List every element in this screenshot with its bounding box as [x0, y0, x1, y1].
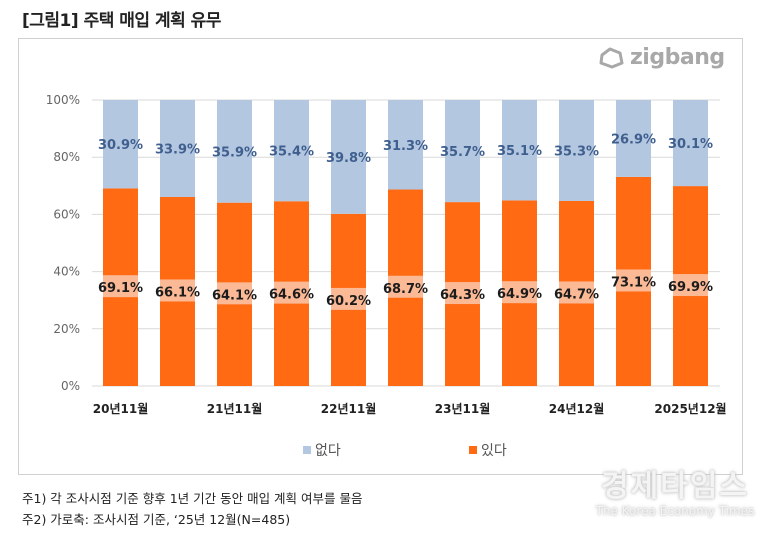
data-label-yes: 64.3%	[440, 288, 485, 303]
bar-none	[445, 100, 480, 203]
zigbang-logo: zigbang	[598, 45, 725, 70]
data-label-yes: 64.7%	[554, 287, 599, 302]
data-label-none: 39.8%	[326, 151, 371, 166]
label-highlight	[559, 281, 594, 304]
x-tick-label: 2025년12월	[654, 401, 726, 416]
y-tick-label: 0%	[61, 379, 80, 393]
label-highlight	[331, 287, 366, 310]
x-tick-label: 23년11월	[435, 401, 490, 416]
legend-label-yes: 있다	[481, 443, 507, 459]
bar-none	[673, 100, 708, 187]
bar-none	[502, 100, 537, 201]
data-label-yes: 68.7%	[383, 282, 428, 297]
data-label-yes: 60.2%	[326, 294, 371, 309]
label-highlight	[445, 282, 480, 305]
x-tick-label: 21년11월	[207, 401, 262, 416]
data-label-none: 31.3%	[383, 139, 428, 154]
y-tick-label: 80%	[53, 150, 80, 164]
footnote-2: 주2) 가로축: 조사시점 기준, ‘25년 12월(N=485)	[22, 512, 291, 527]
bars	[103, 100, 708, 386]
bar-none	[388, 100, 423, 190]
data-label-yes: 69.9%	[668, 280, 713, 295]
data-label-none: 35.3%	[554, 144, 599, 159]
label-highlight	[103, 275, 138, 298]
data-label-yes: 73.1%	[611, 275, 656, 290]
bar-none	[559, 100, 594, 201]
chart-title: [그림1] 주택 매입 계획 유무	[22, 11, 221, 31]
data-label-none: 35.1%	[497, 144, 542, 159]
label-highlight	[217, 282, 252, 305]
y-tick-label: 20%	[53, 322, 80, 336]
x-tick-label: 24년12월	[549, 401, 604, 416]
y-tick-label: 100%	[46, 93, 80, 107]
label-highlight	[160, 279, 195, 302]
footnote-1: 주1) 각 조사시점 기준 향후 1년 기간 동안 매입 계획 여부를 물음	[22, 491, 363, 506]
data-label-none: 30.1%	[668, 137, 713, 152]
data-label-yes: 69.1%	[98, 281, 143, 296]
data-label-yes: 64.9%	[497, 287, 542, 302]
bar-none	[331, 100, 366, 214]
bar-none	[103, 100, 138, 189]
zigbang-logo-text: zigbang	[630, 45, 725, 70]
bar-none	[217, 100, 252, 203]
label-highlight	[616, 269, 651, 292]
footnotes: 주1) 각 조사시점 기준 향후 1년 기간 동안 매입 계획 여부를 물음 주…	[22, 488, 363, 530]
x-tick-label: 22년11월	[321, 401, 376, 416]
bar-none	[160, 100, 195, 197]
label-highlight	[388, 275, 423, 298]
data-label-yes: 64.1%	[212, 288, 257, 303]
bar-none	[274, 100, 309, 202]
data-labels: 69.1% 30.9% 66.1% 33.9% 64.1% 35.9% 64.6% 35.4%…	[98, 132, 713, 308]
watermark-english: The Korea Economy Times	[595, 504, 755, 518]
x-axis-ticks: 20년11월 21년11월 22년11월 23년11월 24년12월 2025년12월	[93, 401, 727, 416]
bar-none	[616, 100, 651, 177]
y-tick-label: 60%	[53, 207, 80, 221]
data-label-none: 35.9%	[212, 145, 257, 160]
legend-swatch-yes	[469, 446, 477, 454]
watermark-korean: 경제타임스	[601, 469, 749, 504]
label-highlight	[502, 281, 537, 304]
data-label-yes: 64.6%	[269, 288, 314, 303]
label-highlight	[274, 281, 309, 304]
data-label-none: 30.9%	[98, 138, 143, 153]
data-label-none: 26.9%	[611, 132, 656, 147]
data-label-none: 33.9%	[155, 142, 200, 157]
legend-swatch-none	[303, 446, 311, 454]
y-tick-label: 40%	[53, 265, 80, 279]
watermark: 경제타임스 The Korea Economy Times	[590, 469, 760, 519]
y-axis-ticks: 0% 20% 40% 60% 80% 100%	[46, 93, 80, 393]
legend-item-none: 없다	[303, 440, 341, 460]
x-tick-label: 20년11월	[93, 401, 148, 416]
label-highlight	[673, 274, 708, 297]
data-label-none: 35.4%	[269, 145, 314, 160]
data-label-yes: 66.1%	[155, 285, 200, 300]
data-label-none: 35.7%	[440, 145, 485, 160]
legend-label-none: 없다	[315, 443, 341, 459]
legend-item-yes: 있다	[469, 440, 507, 460]
zigbang-logo-icon	[599, 47, 624, 68]
